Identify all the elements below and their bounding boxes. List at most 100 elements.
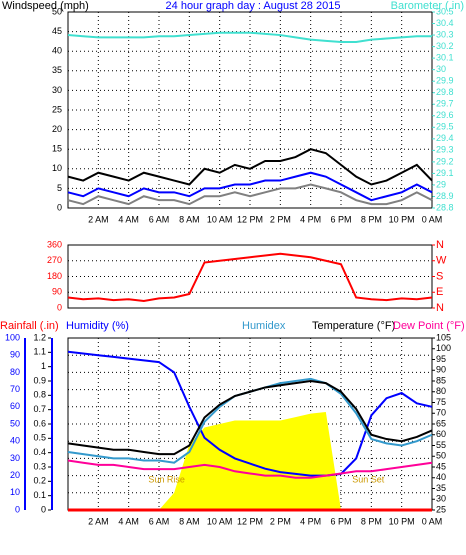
- x-tick-label: 2 PM: [270, 516, 291, 526]
- legend-entry: Rainfall (.in): [0, 320, 59, 332]
- y2-tick-label: N: [436, 302, 444, 314]
- y2-tick-label: W: [436, 255, 447, 267]
- x-tick-label: 4 PM: [300, 214, 321, 224]
- series-line: [67, 350, 433, 477]
- y2-tick-label: 29.7: [436, 99, 454, 109]
- y2-tick-label: 60: [436, 429, 446, 439]
- y2-tick-label: 30.2: [436, 41, 454, 51]
- y2-tick-label: 100: [436, 343, 451, 353]
- annotation: Sun Set: [352, 474, 385, 484]
- y2-tick-label: 90: [436, 365, 446, 375]
- x-tick-label: 6 AM: [149, 516, 170, 526]
- y3-tick-label: 0.1: [33, 490, 46, 500]
- y2-tick-label: 25: [436, 504, 446, 514]
- y3-tick-label: 0.8: [33, 390, 46, 400]
- y3-tick-label: 1.1: [33, 347, 46, 357]
- y-tick-label: 25: [52, 104, 62, 114]
- y2-tick-label: 28.9: [436, 191, 454, 201]
- y2-tick-label: 29.6: [436, 110, 454, 120]
- x-tick-label: 10 PM: [389, 214, 415, 224]
- x-tick-label: 2 AM: [88, 516, 109, 526]
- y-tick-label: 90: [10, 350, 20, 360]
- y-tick-label: 360: [47, 239, 62, 249]
- y3-tick-label: 0.9: [33, 375, 46, 385]
- chart-title: 24 hour graph day : August 28 2015: [166, 0, 341, 12]
- y2-tick-label: 29.8: [436, 87, 454, 97]
- legend-entry: Humidex: [242, 320, 286, 332]
- y3-tick-label: 0.3: [33, 461, 46, 471]
- y-tick-label: 180: [47, 271, 62, 281]
- y-tick-label: 30: [52, 85, 62, 95]
- plot-area: [67, 244, 433, 309]
- y2-tick-label: 95: [436, 354, 446, 364]
- legend-entry: Dew Point (°F): [393, 320, 465, 332]
- y3-tick-label: 0.5: [33, 433, 46, 443]
- y3-tick-label: 1: [41, 361, 46, 371]
- y3-tick-label: 0.2: [33, 476, 46, 486]
- series-line: [67, 183, 433, 206]
- x-tick-label: 0 AM: [422, 516, 443, 526]
- y-tick-label: 50: [52, 6, 62, 16]
- x-tick-label: 10 AM: [207, 214, 233, 224]
- x-tick-label: 2 AM: [88, 214, 109, 224]
- y3-tick-label: 0.6: [33, 418, 46, 428]
- annotation: Sun Rise: [148, 474, 185, 484]
- y3-tick-label: 1.2: [33, 332, 46, 342]
- series-line: [67, 31, 432, 43]
- x-tick-label: 2 PM: [270, 214, 291, 224]
- windspeed-label: Windspeed (mph): [2, 0, 89, 12]
- y-tick-label: 35: [52, 65, 62, 75]
- x-tick-label: 4 PM: [300, 516, 321, 526]
- y-tick-label: 80: [10, 367, 20, 377]
- x-tick-label: 12 PM: [237, 516, 263, 526]
- y-tick-label: 60: [10, 401, 20, 411]
- y2-tick-label: 30: [436, 64, 446, 74]
- y-tick-label: 40: [52, 46, 62, 56]
- x-tick-label: 12 PM: [237, 214, 263, 224]
- barometer-label: Barometer (.in): [391, 0, 464, 12]
- legend-entry: Temperature (°F): [312, 320, 395, 332]
- x-tick-label: 6 PM: [330, 214, 351, 224]
- y2-tick-label: 35: [436, 483, 446, 493]
- x-tick-label: 8 PM: [361, 516, 382, 526]
- y2-tick-label: 30: [436, 494, 446, 504]
- y2-tick-label: S: [436, 270, 443, 282]
- series-line: [67, 252, 433, 303]
- y2-tick-label: 29.9: [436, 76, 454, 86]
- y2-tick-label: 29.3: [436, 145, 454, 155]
- x-tick-label: 6 AM: [149, 214, 170, 224]
- y-tick-label: 10: [52, 163, 62, 173]
- x-tick-label: 8 PM: [361, 214, 382, 224]
- x-tick-label: 4 AM: [118, 214, 139, 224]
- y2-tick-label: N: [436, 239, 444, 251]
- x-tick-label: 6 PM: [330, 516, 351, 526]
- x-tick-label: 8 AM: [179, 214, 200, 224]
- y-tick-label: 40: [10, 436, 20, 446]
- legend-entry: Humidity (%): [66, 320, 129, 332]
- y2-tick-label: 75: [436, 397, 446, 407]
- y2-tick-label: E: [436, 286, 443, 298]
- y2-tick-label: 29.1: [436, 168, 454, 178]
- y2-tick-label: 85: [436, 375, 446, 385]
- y2-tick-label: 29.2: [436, 156, 454, 166]
- y2-tick-label: 30.5: [436, 6, 454, 16]
- y-tick-label: 50: [10, 418, 20, 428]
- x-tick-label: 4 AM: [118, 516, 139, 526]
- y-tick-label: 0: [57, 202, 62, 212]
- y2-tick-label: 65: [436, 418, 446, 428]
- y2-tick-label: 45: [436, 461, 446, 471]
- y2-tick-label: 29.4: [436, 133, 454, 143]
- y2-tick-label: 40: [436, 472, 446, 482]
- y-tick-label: 90: [52, 287, 62, 297]
- series-line: [67, 171, 433, 202]
- solar-area: [68, 411, 432, 510]
- y-tick-label: 10: [10, 487, 20, 497]
- y2-tick-label: 80: [436, 386, 446, 396]
- x-tick-label: 0 AM: [422, 214, 443, 224]
- y3-tick-label: 0.7: [33, 404, 46, 414]
- y2-tick-label: 29.5: [436, 122, 454, 132]
- x-tick-label: 8 AM: [179, 516, 200, 526]
- x-tick-label: 10 AM: [207, 516, 233, 526]
- y3-tick-label: 0.4: [33, 447, 46, 457]
